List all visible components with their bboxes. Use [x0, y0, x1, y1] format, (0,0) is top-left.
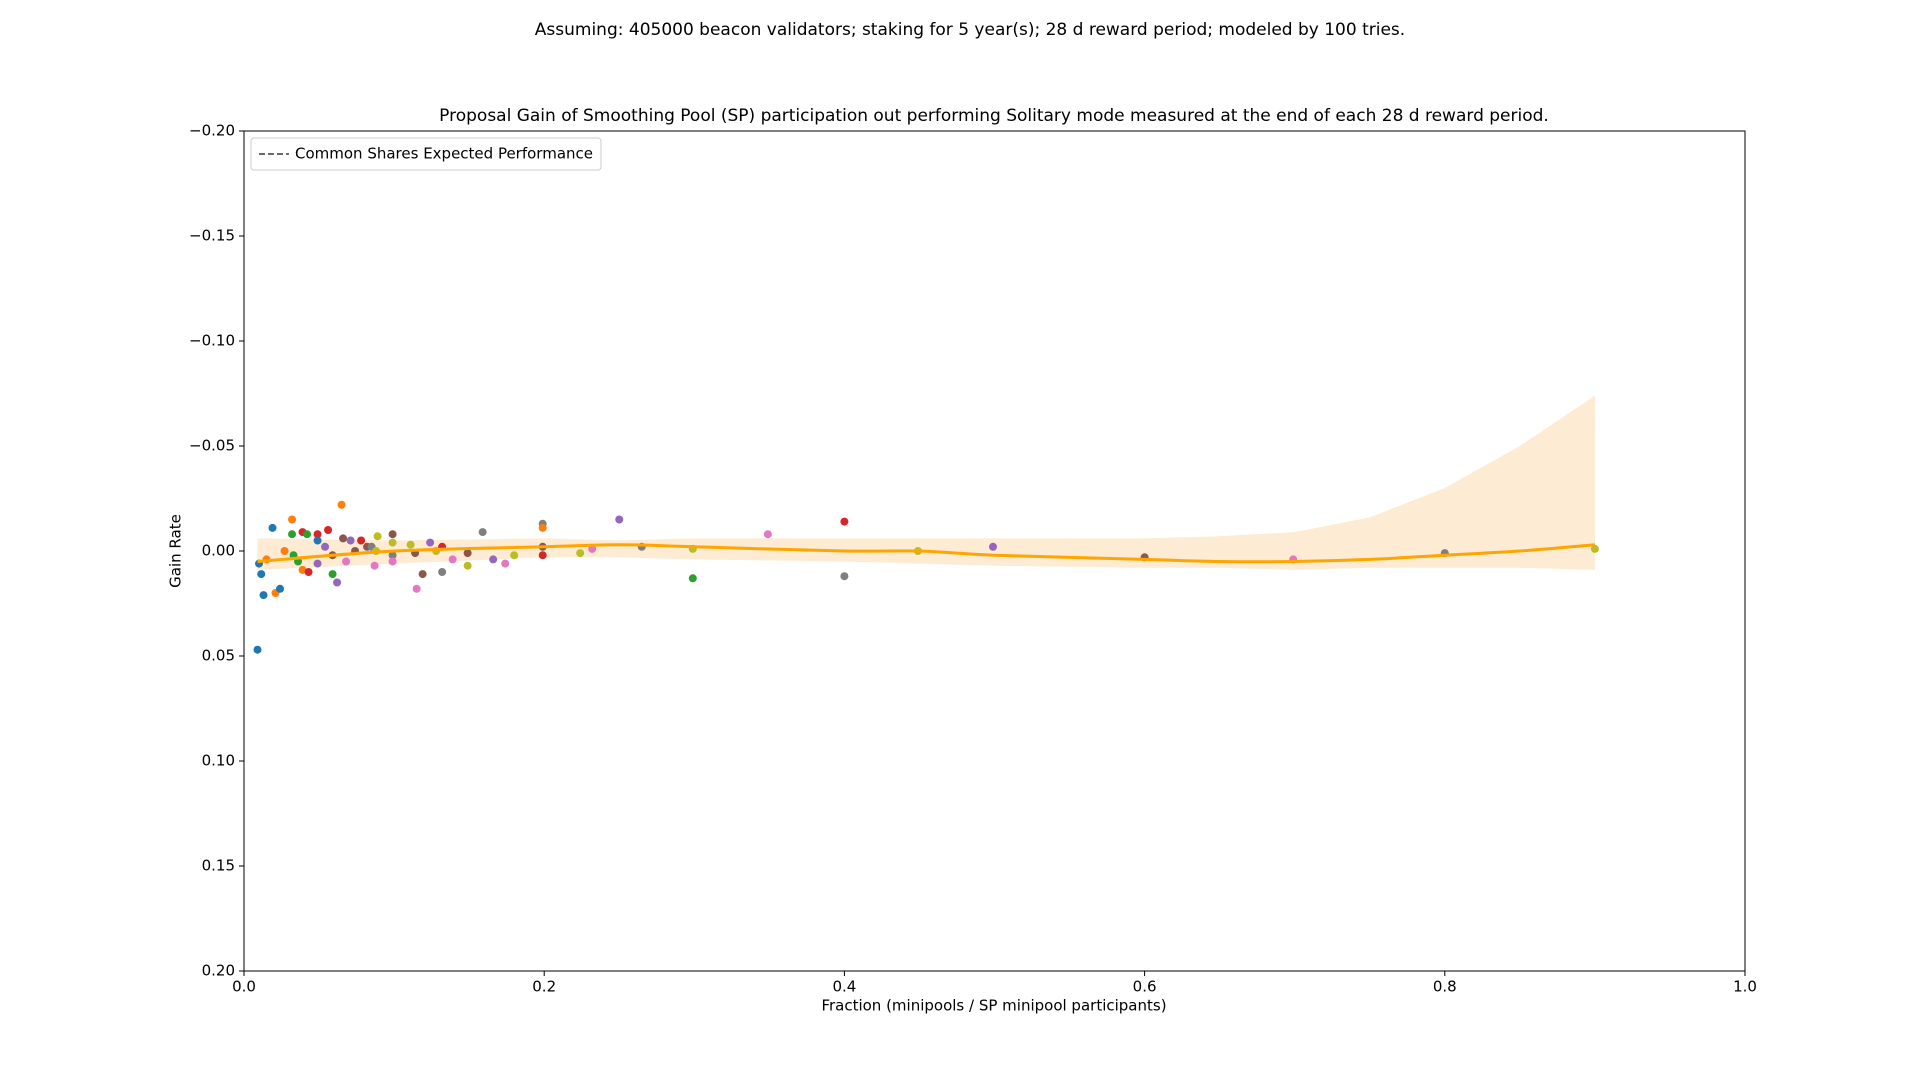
data-point — [373, 532, 382, 541]
data-point — [357, 536, 366, 545]
legend-label: Common Shares Expected Performance — [295, 145, 593, 163]
data-point — [328, 570, 337, 579]
y-tick-label: −0.05 — [189, 437, 235, 455]
data-point — [280, 547, 289, 555]
x-axis-label: Fraction (minipools / SP minipool partic… — [821, 997, 1166, 1015]
y-tick-label: −0.10 — [189, 332, 235, 350]
data-point — [478, 528, 487, 537]
data-point — [276, 584, 285, 593]
data-point — [763, 530, 772, 539]
data-point — [438, 568, 447, 576]
y-tick-label: 0.00 — [202, 542, 235, 560]
data-point — [388, 538, 397, 547]
data-point — [370, 561, 379, 570]
data-point — [406, 540, 415, 549]
y-tick-label: 0.10 — [202, 752, 235, 770]
y-tick-label: 0.15 — [202, 857, 235, 875]
data-point — [313, 559, 322, 568]
data-point — [463, 549, 472, 558]
x-tick-label: 1.0 — [1733, 978, 1757, 996]
data-point — [615, 515, 624, 524]
data-point — [418, 570, 427, 579]
x-tick-label: 0.2 — [532, 978, 556, 996]
x-tick-label: 0.6 — [1133, 978, 1157, 996]
x-tick-label: 0.0 — [232, 978, 256, 996]
data-point — [388, 557, 397, 566]
y-tick-label: 0.05 — [202, 647, 235, 665]
data-point — [288, 530, 297, 539]
data-point — [342, 557, 351, 566]
y-tick-label: 0.20 — [202, 962, 235, 980]
data-point — [426, 538, 435, 547]
x-tick-label: 0.8 — [1433, 978, 1457, 996]
data-point — [510, 551, 519, 560]
y-tick-label: −0.20 — [189, 122, 235, 140]
data-point — [321, 542, 330, 551]
data-point — [346, 536, 355, 545]
data-point — [303, 530, 312, 539]
data-point — [501, 559, 510, 568]
data-point — [257, 570, 266, 579]
data-point — [489, 555, 498, 564]
data-point — [388, 551, 397, 560]
data-point — [576, 549, 585, 558]
data-point — [324, 526, 333, 534]
data-point — [253, 645, 262, 654]
data-point — [588, 544, 597, 553]
data-point — [333, 578, 342, 587]
y-axis-label: Gain Rate — [167, 514, 185, 588]
data-point — [412, 584, 421, 593]
data-point — [259, 591, 268, 600]
x-tick-label: 0.4 — [832, 978, 856, 996]
data-point — [304, 568, 313, 576]
data-point — [688, 574, 697, 583]
data-point — [298, 565, 307, 574]
fit-line — [257, 543, 1596, 564]
data-point — [538, 551, 547, 560]
legend-box — [250, 137, 602, 171]
data-point — [1590, 544, 1599, 553]
data-point — [268, 523, 277, 532]
y-tick-label: −0.15 — [189, 227, 235, 245]
data-point — [538, 523, 547, 532]
data-point — [840, 517, 849, 526]
data-point — [388, 530, 397, 539]
data-point — [463, 561, 472, 570]
data-point — [988, 542, 997, 551]
data-point — [337, 500, 346, 509]
legend: Common Shares Expected Performance — [250, 137, 602, 171]
data-point — [840, 572, 849, 581]
suptitle: Assuming: 405000 beacon validators; stak… — [535, 20, 1405, 40]
data-point — [313, 530, 322, 539]
confidence-band — [257, 395, 1595, 570]
data-point — [288, 515, 297, 524]
data-point — [339, 534, 348, 543]
data-point — [448, 555, 457, 564]
chart-title: Proposal Gain of Smoothing Pool (SP) par… — [439, 106, 1549, 126]
data-point — [313, 536, 322, 545]
